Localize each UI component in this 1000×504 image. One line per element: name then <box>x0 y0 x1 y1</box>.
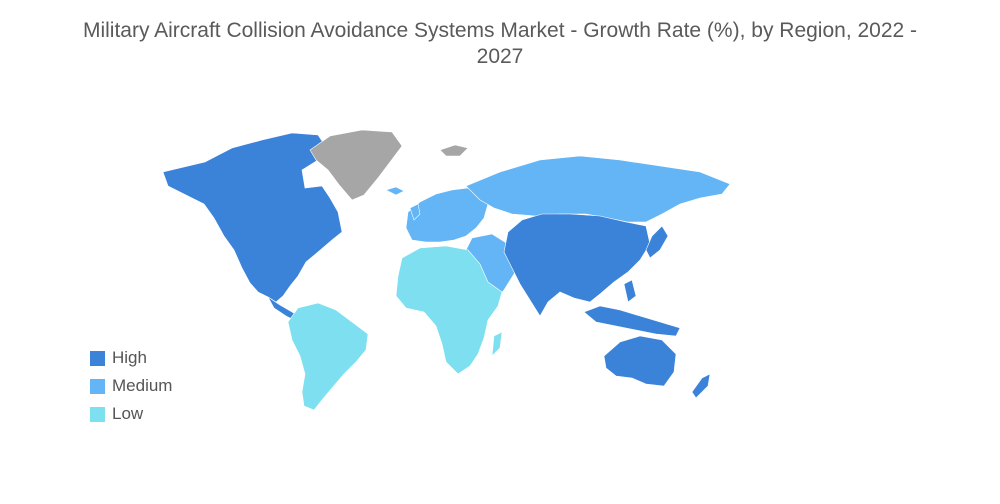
title-line-1: Military Aircraft Collision Avoidance Sy… <box>82 19 918 42</box>
region-australia <box>603 335 677 387</box>
region-south-america <box>287 302 369 411</box>
region-svalbard <box>439 144 469 157</box>
legend-item-medium: Medium <box>90 372 172 400</box>
legend-swatch-medium <box>90 378 105 394</box>
region-philippines <box>623 279 637 303</box>
region-japan <box>645 225 669 259</box>
region-north-america <box>162 132 343 303</box>
legend-swatch-low <box>90 406 105 422</box>
region-uk <box>409 203 421 221</box>
title-line-2: 2027 <box>476 45 524 68</box>
region-new-zealand <box>691 373 711 399</box>
region-southeast-asia <box>583 305 681 337</box>
region-europe <box>405 187 489 243</box>
legend: High Medium Low <box>90 344 172 428</box>
region-iceland <box>385 186 405 196</box>
region-africa <box>395 245 503 375</box>
legend-swatch-high <box>90 350 105 366</box>
legend-item-low: Low <box>90 400 172 428</box>
region-greenland <box>309 129 403 201</box>
region-russia <box>465 155 731 223</box>
legend-item-high: High <box>90 344 172 372</box>
chart-title: Military Aircraft Collision Avoidance Sy… <box>0 18 1000 70</box>
region-asia-pacific <box>503 213 651 317</box>
legend-label-low: Low <box>112 404 144 423</box>
region-madagascar <box>491 331 503 357</box>
legend-label-high: High <box>112 348 147 367</box>
legend-label-medium: Medium <box>112 376 173 395</box>
